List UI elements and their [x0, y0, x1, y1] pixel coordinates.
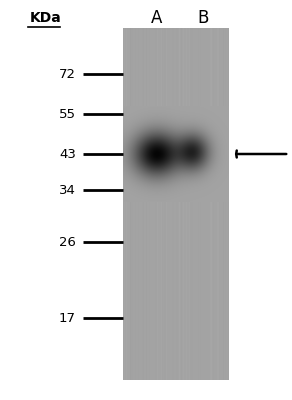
Text: 43: 43 [59, 148, 76, 160]
Text: 34: 34 [59, 184, 76, 196]
Text: 55: 55 [59, 108, 76, 120]
Text: 26: 26 [59, 236, 76, 248]
Text: 17: 17 [59, 312, 76, 324]
Text: KDa: KDa [29, 11, 61, 25]
Text: A: A [151, 9, 162, 27]
Text: 72: 72 [59, 68, 76, 80]
Text: B: B [197, 9, 208, 27]
